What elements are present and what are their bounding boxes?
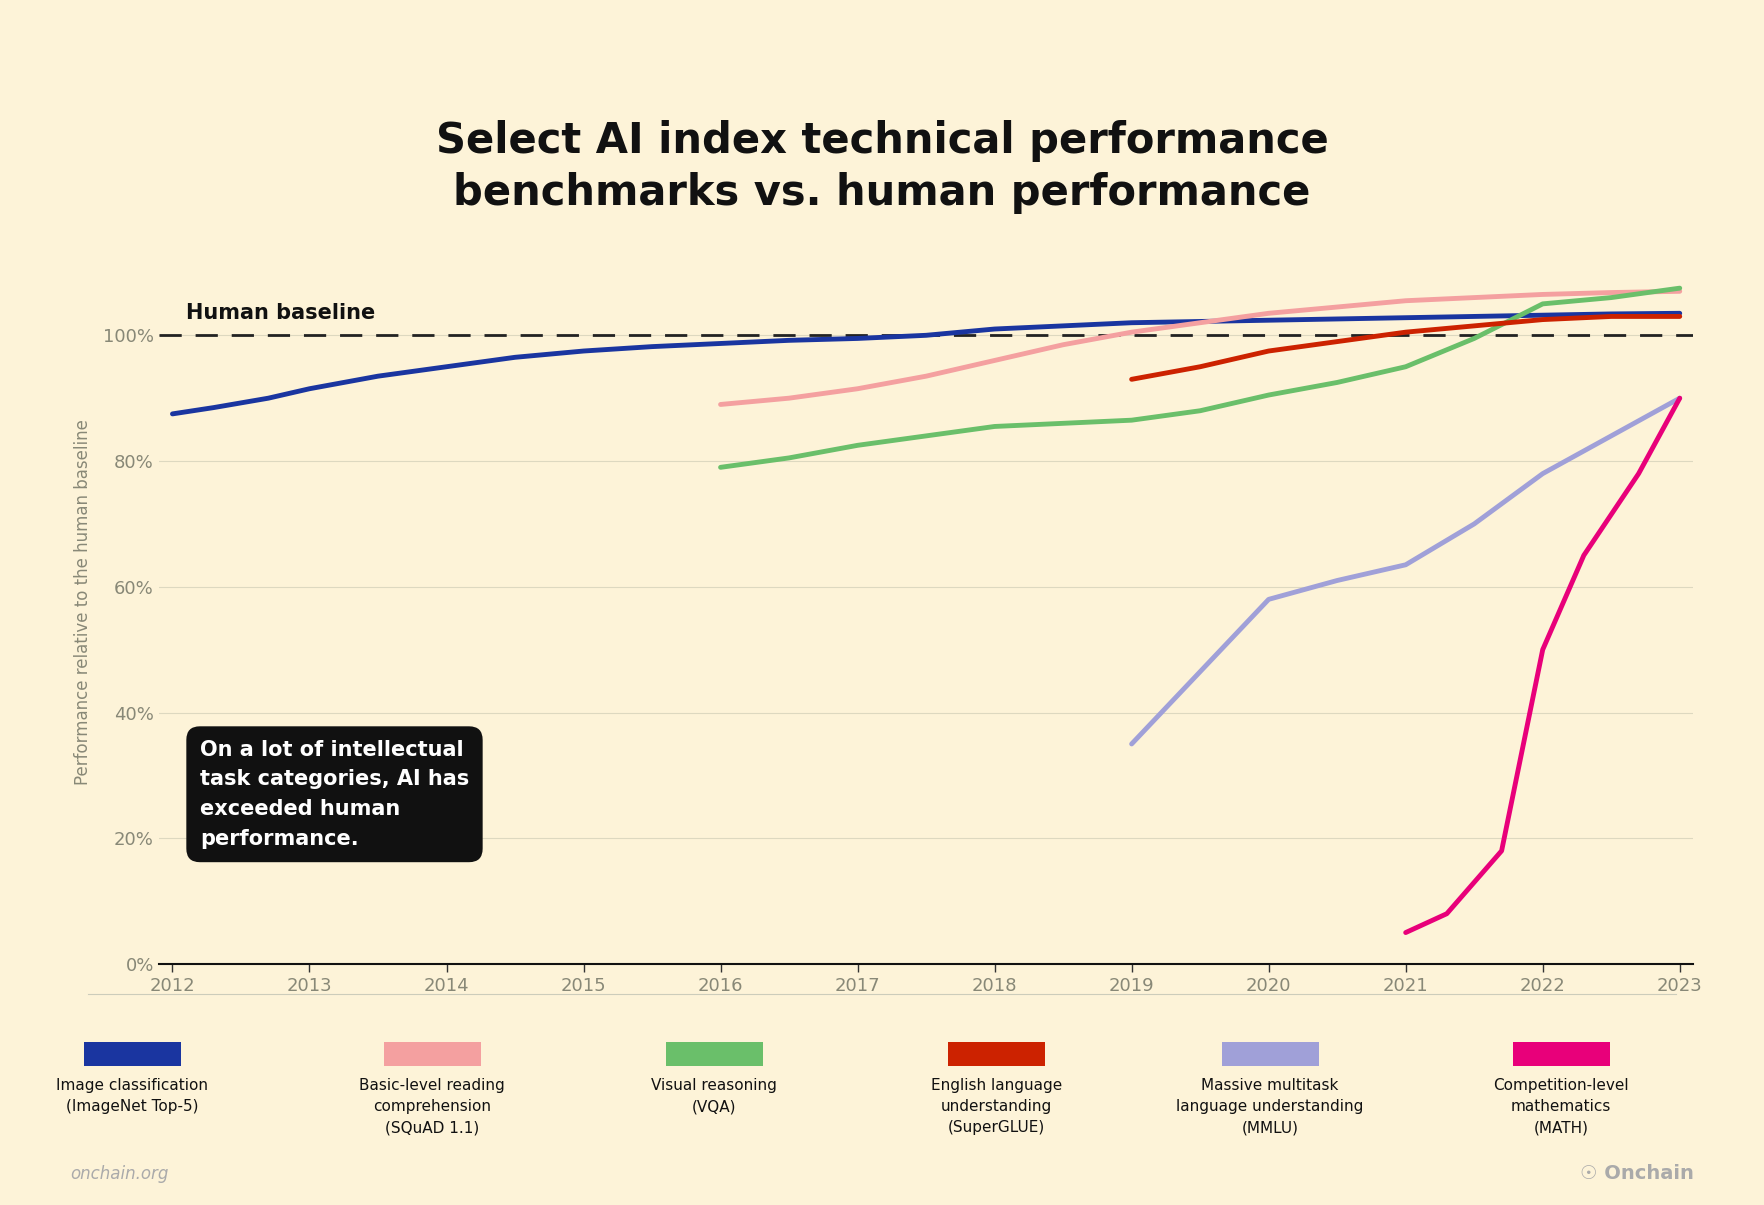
Text: Competition-level
mathematics
(MATH): Competition-level mathematics (MATH): [1494, 1078, 1628, 1135]
Text: Select AI index technical performance
benchmarks vs. human performance: Select AI index technical performance be…: [436, 120, 1328, 214]
Text: Basic-level reading
comprehension
(SQuAD 1.1): Basic-level reading comprehension (SQuAD…: [360, 1078, 505, 1135]
Text: onchain.org: onchain.org: [71, 1165, 169, 1183]
Text: ☉ Onchain: ☉ Onchain: [1579, 1164, 1693, 1183]
Y-axis label: Performance relative to the human baseline: Performance relative to the human baseli…: [74, 419, 92, 786]
Text: Massive multitask
language understanding
(MMLU): Massive multitask language understanding…: [1177, 1078, 1364, 1135]
Text: Image classification
(ImageNet Top-5): Image classification (ImageNet Top-5): [56, 1078, 208, 1115]
Text: On a lot of intellectual
task categories, AI has
exceeded human
performance.: On a lot of intellectual task categories…: [199, 740, 469, 848]
Text: English language
understanding
(SuperGLUE): English language understanding (SuperGLU…: [931, 1078, 1062, 1135]
Text: Visual reasoning
(VQA): Visual reasoning (VQA): [651, 1078, 778, 1115]
Text: Human baseline: Human baseline: [187, 302, 376, 323]
